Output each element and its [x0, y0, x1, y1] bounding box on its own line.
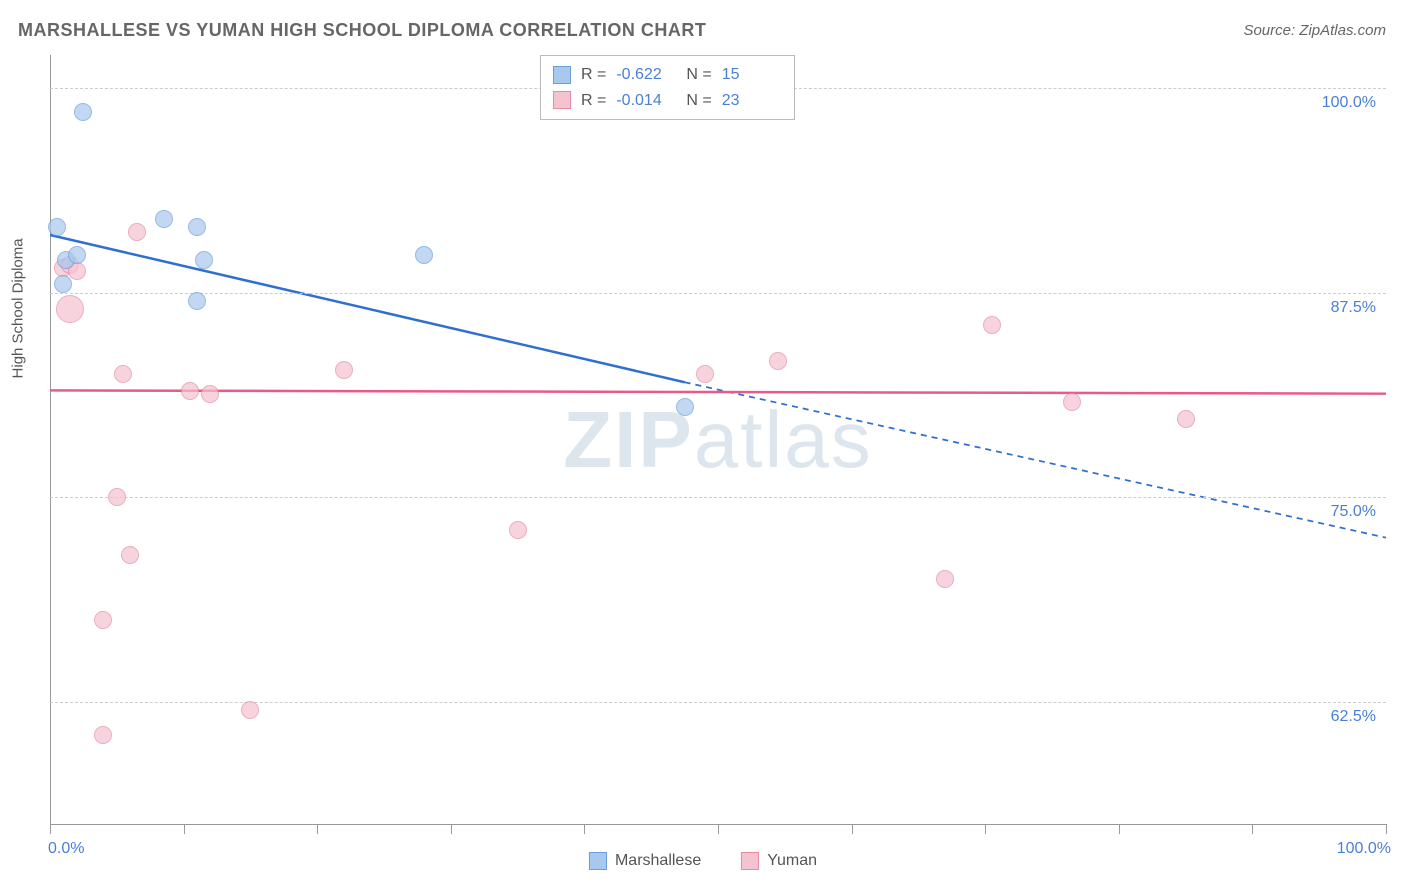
scatter-point — [108, 488, 126, 506]
x-tick — [50, 824, 51, 834]
scatter-point — [335, 361, 353, 379]
legend-swatch — [741, 852, 759, 870]
x-tick — [1252, 824, 1253, 834]
watermark-bold: ZIP — [563, 395, 693, 484]
scatter-point — [188, 292, 206, 310]
gridline-horizontal — [50, 293, 1386, 294]
legend-series-label: Yuman — [767, 852, 817, 870]
y-axis-label: High School Diploma — [10, 238, 27, 378]
scatter-point — [936, 570, 954, 588]
x-tick-label: 100.0% — [1337, 840, 1391, 858]
x-tick — [1119, 824, 1120, 834]
legend-n-label: N = — [686, 88, 711, 114]
chart-title: MARSHALLESE VS YUMAN HIGH SCHOOL DIPLOMA… — [18, 20, 706, 41]
x-tick — [985, 824, 986, 834]
legend-swatch — [589, 852, 607, 870]
watermark: ZIPatlas — [563, 394, 872, 486]
scatter-point — [114, 365, 132, 383]
legend-n-value: 23 — [722, 88, 782, 114]
scatter-point — [676, 398, 694, 416]
x-tick — [718, 824, 719, 834]
legend-series-label: Marshallese — [615, 852, 701, 870]
scatter-point — [1063, 393, 1081, 411]
scatter-point — [241, 701, 259, 719]
scatter-point — [983, 316, 1001, 334]
legend-r-label: R = — [581, 62, 606, 88]
scatter-point — [181, 382, 199, 400]
scatter-point — [155, 210, 173, 228]
y-tick-label: 100.0% — [1322, 94, 1376, 112]
legend-correlation-row: R = -0.622 N = 15 — [553, 62, 782, 88]
legend-swatch — [553, 66, 571, 84]
scatter-point — [188, 218, 206, 236]
scatter-point — [128, 223, 146, 241]
source-attribution: Source: ZipAtlas.com — [1243, 22, 1386, 39]
correlation-legend: R = -0.622 N = 15 R = -0.014 N = 23 — [540, 55, 795, 120]
scatter-point — [415, 246, 433, 264]
chart-container: MARSHALLESE VS YUMAN HIGH SCHOOL DIPLOMA… — [0, 0, 1406, 892]
x-tick — [451, 824, 452, 834]
scatter-point — [509, 521, 527, 539]
x-tick — [584, 824, 585, 834]
scatter-point — [48, 218, 66, 236]
trend-line — [50, 390, 1386, 393]
scatter-point — [121, 546, 139, 564]
scatter-point — [94, 611, 112, 629]
scatter-point — [94, 726, 112, 744]
x-tick — [1386, 824, 1387, 834]
legend-series-item: Marshallese — [589, 852, 701, 870]
legend-swatch — [553, 91, 571, 109]
legend-n-label: N = — [686, 62, 711, 88]
trend-line-extrapolated — [685, 382, 1386, 537]
legend-series-item: Yuman — [741, 852, 817, 870]
scatter-point — [195, 251, 213, 269]
scatter-point — [696, 365, 714, 383]
plot-area: ZIPatlas 62.5% 75.0% 87.5% 100.0% — [50, 55, 1386, 825]
scatter-point — [56, 295, 84, 323]
y-tick-label: 87.5% — [1331, 299, 1376, 317]
scatter-point — [54, 275, 72, 293]
legend-r-value: -0.622 — [616, 62, 676, 88]
legend-n-value: 15 — [722, 62, 782, 88]
scatter-point — [68, 246, 86, 264]
scatter-point — [74, 103, 92, 121]
trend-line — [50, 235, 685, 382]
x-tick — [317, 824, 318, 834]
y-axis-line — [50, 55, 51, 824]
x-tick-label: 0.0% — [48, 840, 84, 858]
y-tick-label: 62.5% — [1331, 708, 1376, 726]
legend-r-value: -0.014 — [616, 88, 676, 114]
scatter-point — [201, 385, 219, 403]
legend-correlation-row: R = -0.014 N = 23 — [553, 88, 782, 114]
scatter-point — [1177, 410, 1195, 428]
series-legend: Marshallese Yuman — [589, 852, 817, 870]
x-tick — [852, 824, 853, 834]
scatter-point — [769, 352, 787, 370]
gridline-horizontal — [50, 497, 1386, 498]
y-tick-label: 75.0% — [1331, 503, 1376, 521]
x-tick — [184, 824, 185, 834]
legend-r-label: R = — [581, 88, 606, 114]
watermark-light: atlas — [694, 395, 873, 484]
